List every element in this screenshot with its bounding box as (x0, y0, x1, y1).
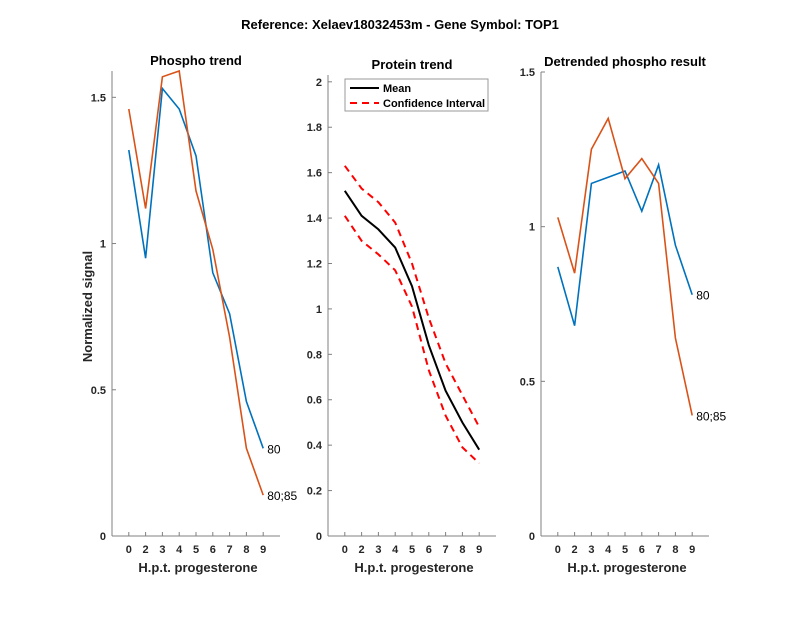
x-tick-label: 0 (555, 544, 561, 556)
panel-title: Phospho trend (150, 53, 242, 68)
x-tick-label: 7 (443, 544, 449, 556)
y-tick-label: 2 (316, 77, 322, 89)
y-tick-label: 0.6 (307, 395, 322, 407)
y-tick-label: 0.5 (520, 376, 535, 388)
x-axis-label: H.p.t. progesterone (567, 560, 686, 575)
y-tick-label: 0 (100, 531, 106, 543)
x-tick-label: 0 (126, 544, 132, 556)
y-tick-label: 0 (316, 531, 322, 543)
legend-box (344, 78, 489, 112)
series-line-mean (343, 190, 481, 451)
series-line-80 (128, 86, 264, 449)
series-end-label: 80 (267, 442, 281, 456)
panel-title: Detrended phospho result (544, 54, 706, 69)
x-tick-label: 3 (588, 544, 594, 556)
legend: Mean Confidence Interval (344, 78, 489, 112)
y-tick-label: 1.2 (307, 258, 322, 270)
x-tick-label: 5 (622, 544, 628, 556)
x-tick-label: 5 (193, 544, 199, 556)
series-end-label: 80;85 (696, 409, 726, 423)
x-tick-label: 6 (210, 544, 216, 556)
panel-2: Protein trend 0 0.2 0.4 0.6 0.8 1 1.2 1.4 1.6 1.8 2… (307, 57, 496, 575)
x-tick-label: 7 (227, 544, 233, 556)
x-tick-label: 3 (375, 544, 381, 556)
x-tick-label: 8 (672, 544, 678, 556)
x-tick-label: 9 (476, 544, 482, 556)
x-tick-label: 9 (260, 544, 266, 556)
y-tick-label: 0.2 (307, 486, 322, 498)
x-tick-label: 2 (143, 544, 149, 556)
y-tick-label: 1 (100, 239, 106, 251)
series-line-80 (557, 161, 693, 326)
x-tick-label: 4 (605, 544, 612, 556)
series-end-label: 80 (696, 289, 710, 303)
y-tick-label: 1.8 (307, 122, 322, 134)
x-axis-label: H.p.t. progesterone (138, 560, 257, 575)
y-tick-label: 0.8 (307, 349, 322, 361)
x-tick-label: 2 (359, 544, 365, 556)
legend-label-mean: Mean (383, 83, 411, 95)
y-tick-label: 1.4 (307, 213, 323, 225)
y-tick-label: 1.5 (91, 92, 106, 104)
panel-title: Protein trend (372, 57, 453, 72)
x-tick-label: 7 (656, 544, 662, 556)
x-tick-label: 8 (459, 544, 465, 556)
y-tick-label: 1.5 (520, 67, 535, 79)
x-tick-label: 2 (572, 544, 578, 556)
y-tick-label: 1 (529, 222, 535, 234)
x-tick-label: 0 (342, 544, 348, 556)
series-end-label: 80;85 (267, 489, 297, 503)
y-tick-label: 0.4 (307, 440, 323, 452)
y-tick-label: 0.5 (91, 385, 106, 397)
x-tick-label: 4 (392, 544, 399, 556)
x-tick-label: 8 (243, 544, 249, 556)
y-axis-label: Normalized signal (80, 251, 95, 362)
x-tick-label: 6 (426, 544, 432, 556)
series-line-confidence-interval-upper (343, 165, 481, 428)
y-tick-label: 1 (316, 304, 322, 316)
x-tick-label: 4 (176, 544, 183, 556)
x-tick-label: 3 (159, 544, 165, 556)
legend-label-ci: Confidence Interval (383, 98, 485, 110)
x-tick-label: 6 (639, 544, 645, 556)
x-tick-label: 5 (409, 544, 415, 556)
series-line-confidence-interval-lower (343, 215, 480, 465)
x-tick-label: 9 (689, 544, 695, 556)
x-axis-label: H.p.t. progesterone (354, 560, 473, 575)
y-tick-label: 1.6 (307, 168, 322, 180)
figure-title: Reference: Xelaev18032453m - Gene Symbol… (241, 17, 559, 32)
series-line-80-85 (557, 116, 693, 416)
series-line-80-85 (128, 69, 264, 496)
y-tick-label: 0 (529, 531, 535, 543)
